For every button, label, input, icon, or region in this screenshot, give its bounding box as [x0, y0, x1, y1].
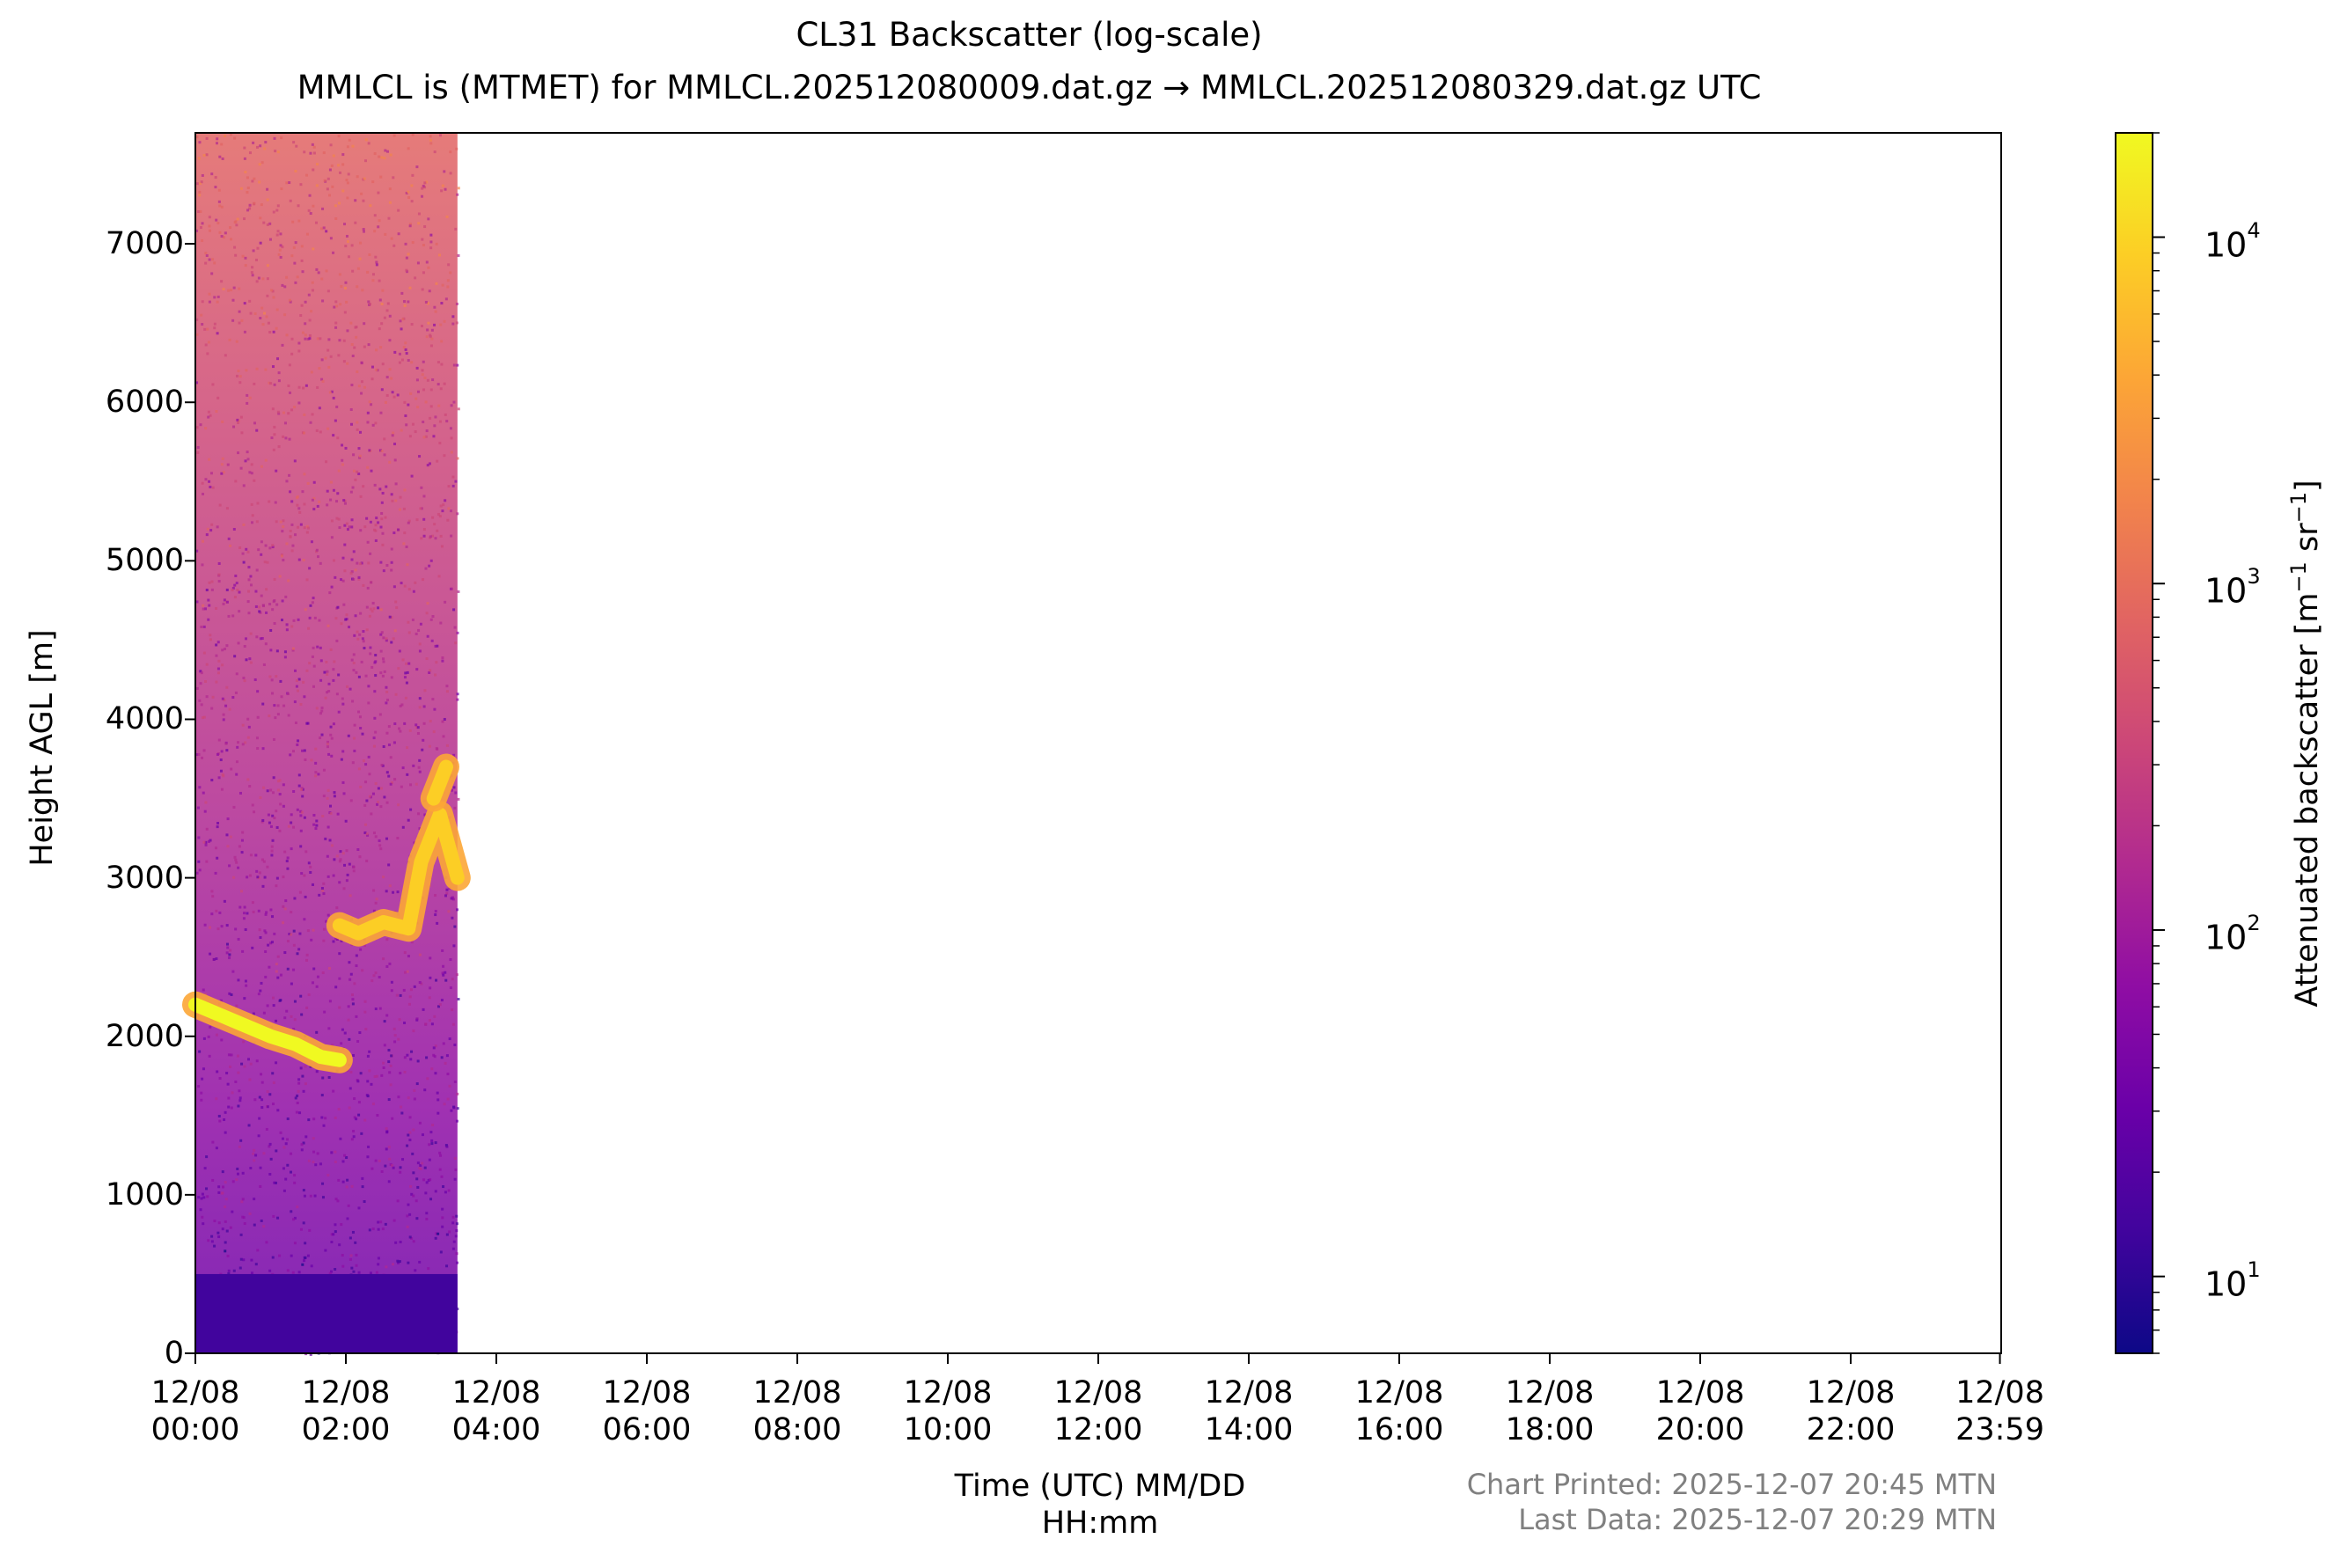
colorbar-label-exp2: −1 — [2286, 492, 2312, 524]
x-tick-label: 12/08 18:00 — [1453, 1374, 1647, 1448]
colorbar-tick-exp: 3 — [2247, 564, 2261, 590]
y-tick-label: 6000 — [105, 385, 184, 421]
cloud-layer-2 — [332, 807, 465, 941]
x-tick-label: 12/08 00:00 — [99, 1374, 292, 1448]
colorbar-label-part2: sr — [2289, 523, 2325, 562]
y-tick-label: 5000 — [105, 543, 184, 579]
x-tick-line: 12/08 — [1053, 1375, 1143, 1410]
x-tick-label: 12/08 16:00 — [1302, 1374, 1496, 1448]
x-tick-line: 18:00 — [1505, 1412, 1595, 1447]
x-tick-line: 12/08 — [1655, 1375, 1745, 1410]
x-axis-label-line1: Time (UTC) MM/DD — [954, 1469, 1246, 1504]
x-tick-line: 22:00 — [1806, 1412, 1896, 1447]
x-tick-line: 23:59 — [1955, 1412, 2044, 1447]
x-tick-label: 12/08 10:00 — [851, 1374, 1045, 1448]
colorbar-tick-exp: 1 — [2247, 1257, 2261, 1282]
x-tick-line: 12/08 — [1204, 1375, 1294, 1410]
x-tick-label: 12/08 12:00 — [1001, 1374, 1195, 1448]
cloud-layer-3 — [426, 759, 453, 806]
colorbar-tick-exp: 4 — [2247, 217, 2261, 243]
x-tick-line: 20:00 — [1655, 1412, 1745, 1447]
x-tick-label: 12/08 04:00 — [400, 1374, 593, 1448]
colorbar-label-part3: ] — [2289, 480, 2325, 493]
colorbar-label-exp1: −1 — [2286, 561, 2312, 593]
colorbar-tick-label: 104 — [2204, 217, 2261, 265]
colorbar-ticks — [2153, 132, 2165, 1354]
x-tick-label: 12/08 23:59 — [1904, 1374, 2097, 1448]
colorbar-tick-base: 10 — [2204, 571, 2248, 611]
surface-layer — [195, 1273, 458, 1353]
x-tick-line: 12/08 — [903, 1375, 993, 1410]
y-tick-label: 3000 — [105, 860, 184, 896]
plot-frame — [194, 132, 2002, 1354]
x-tick-line: 12:00 — [1053, 1412, 1143, 1447]
x-tick-label: 12/08 02:00 — [249, 1374, 443, 1448]
x-tick-line: 12/08 — [451, 1375, 541, 1410]
colorbar-label-part1: Attenuated backscatter [m — [2289, 592, 2325, 1007]
x-tick-line: 14:00 — [1204, 1412, 1294, 1447]
x-tick-line: 16:00 — [1354, 1412, 1444, 1447]
colorbar-tick-base: 10 — [2204, 918, 2248, 957]
colorbar-tick-label: 103 — [2204, 564, 2261, 611]
x-tick-line: 12/08 — [602, 1375, 692, 1410]
chart-subtitle: MMLCL is (MTMET) for MMLCL.202512080009.… — [297, 69, 1762, 106]
x-tick-line: 08:00 — [752, 1412, 842, 1447]
y-tick-label: 1000 — [105, 1176, 184, 1213]
x-tick-line: 00:00 — [150, 1412, 240, 1447]
heatmap-layer — [182, 133, 471, 1356]
x-tick-label: 12/08 22:00 — [1754, 1374, 1948, 1448]
x-tick-line: 12/08 — [1505, 1375, 1595, 1410]
y-tick-label: 4000 — [105, 701, 184, 737]
last-data-note: Last Data: 2025-12-07 20:29 MTN — [1518, 1503, 1997, 1536]
colorbar-label: Attenuated backscatter [m−1 sr−1] — [2286, 480, 2325, 1007]
axes-ticks — [185, 243, 2001, 1364]
colorbar — [2115, 132, 2153, 1354]
x-axis-label-line2: HH:mm — [1041, 1506, 1159, 1541]
x-tick-line: 10:00 — [903, 1412, 993, 1447]
x-tick-line: 02:00 — [301, 1412, 391, 1447]
noise-field — [195, 133, 458, 1353]
x-tick-label: 12/08 14:00 — [1152, 1374, 1346, 1448]
colorbar-tick-base: 10 — [2204, 1264, 2248, 1304]
chart-printed-note: Chart Printed: 2025-12-07 20:45 MTN — [1466, 1468, 1997, 1501]
chart-title: CL31 Backscatter (log-scale) — [796, 16, 1263, 54]
x-tick-line: 04:00 — [451, 1412, 541, 1447]
y-tick-label: 0 — [164, 1336, 184, 1371]
x-tick-line: 12/08 — [301, 1375, 391, 1410]
x-tick-label: 12/08 20:00 — [1603, 1374, 1797, 1448]
y-tick-label: 2000 — [105, 1018, 184, 1054]
colorbar-tick-exp: 2 — [2247, 910, 2261, 935]
speckle — [195, 133, 460, 1356]
cloud-layer-1 — [188, 997, 347, 1067]
y-axis-label: Height AGL [m] — [25, 629, 60, 867]
x-tick-line: 12/08 — [752, 1375, 842, 1410]
x-tick-label: 12/08 06:00 — [550, 1374, 744, 1448]
x-tick-line: 12/08 — [1955, 1375, 2044, 1410]
colorbar-tick-base: 10 — [2204, 225, 2248, 265]
x-axis-label: Time (UTC) MM/DD HH:mm — [924, 1468, 1276, 1542]
y-tick-label: 7000 — [105, 226, 184, 262]
colorbar-tick-label: 102 — [2204, 910, 2261, 957]
x-tick-label: 12/08 08:00 — [701, 1374, 894, 1448]
colorbar-tick-label: 101 — [2204, 1257, 2261, 1304]
x-tick-line: 12/08 — [1806, 1375, 1896, 1410]
x-tick-line: 12/08 — [1354, 1375, 1444, 1410]
x-tick-line: 06:00 — [602, 1412, 692, 1447]
x-tick-line: 12/08 — [150, 1375, 240, 1410]
